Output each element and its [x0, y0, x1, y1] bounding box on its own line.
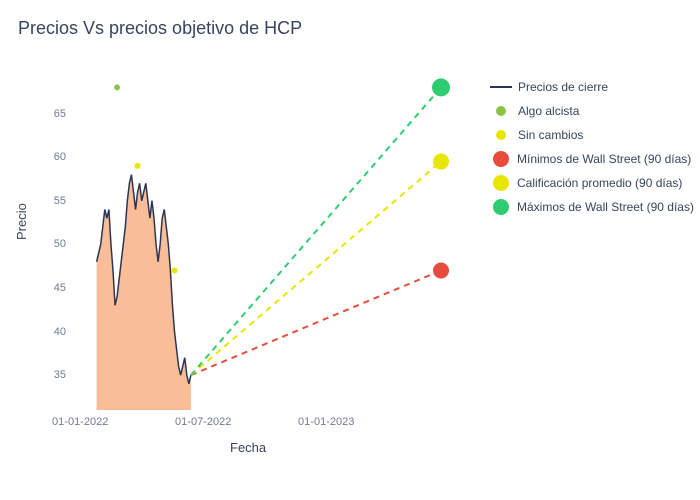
x-axis-label: Fecha	[230, 440, 266, 455]
y-tick-label: 60	[36, 151, 66, 163]
legend-marker	[496, 130, 506, 140]
legend-marker	[493, 175, 509, 191]
y-tick-label: 45	[36, 282, 66, 294]
legend-item: Mínimos de Wall Street (90 días)	[490, 150, 694, 168]
target-line-min	[191, 271, 441, 376]
target-dot-max	[432, 78, 450, 96]
x-tick-label: 01-07-2022	[175, 416, 231, 428]
legend-label: Algo alcista	[518, 104, 579, 118]
sin-cambios-dot	[172, 268, 178, 274]
legend-label: Máximos de Wall Street (90 días)	[517, 200, 694, 214]
target-dot-min	[433, 263, 449, 279]
x-tick-label: 01-01-2022	[52, 416, 108, 428]
legend-item: Calificación promedio (90 días)	[490, 174, 694, 192]
legend-label: Mínimos de Wall Street (90 días)	[517, 152, 691, 166]
x-tick-label: 01-01-2023	[298, 416, 354, 428]
legend-item: Algo alcista	[490, 102, 694, 120]
y-tick-label: 50	[36, 238, 66, 250]
y-tick-label: 55	[36, 195, 66, 207]
legend-marker	[493, 151, 509, 167]
legend-item: Máximos de Wall Street (90 días)	[490, 198, 694, 216]
legend-label: Sin cambios	[518, 128, 583, 142]
y-tick-label: 35	[36, 369, 66, 381]
legend: Precios de cierre Algo alcista Sin cambios…	[490, 78, 694, 222]
plot-svg	[72, 70, 482, 410]
legend-marker	[493, 199, 509, 215]
target-dot-avg	[433, 154, 449, 170]
legend-marker	[496, 106, 506, 116]
legend-item: Precios de cierre	[490, 78, 694, 96]
legend-item: Sin cambios	[490, 126, 694, 144]
legend-label: Precios de cierre	[518, 80, 608, 94]
close-price-area	[97, 175, 191, 410]
chart-title: Precios Vs precios objetivo de HCP	[18, 18, 302, 39]
sin-cambios-dot	[135, 163, 141, 169]
y-tick-label: 40	[36, 326, 66, 338]
y-axis-label: Precio	[14, 203, 29, 240]
algo-alcista-dot	[114, 84, 120, 90]
legend-marker	[490, 86, 512, 88]
plot-area	[72, 70, 482, 410]
target-line-avg	[191, 162, 441, 376]
y-tick-label: 65	[36, 108, 66, 120]
legend-label: Calificación promedio (90 días)	[517, 176, 682, 190]
chart-container: Precios Vs precios objetivo de HCP Preci…	[0, 0, 700, 500]
target-line-max	[191, 87, 441, 375]
